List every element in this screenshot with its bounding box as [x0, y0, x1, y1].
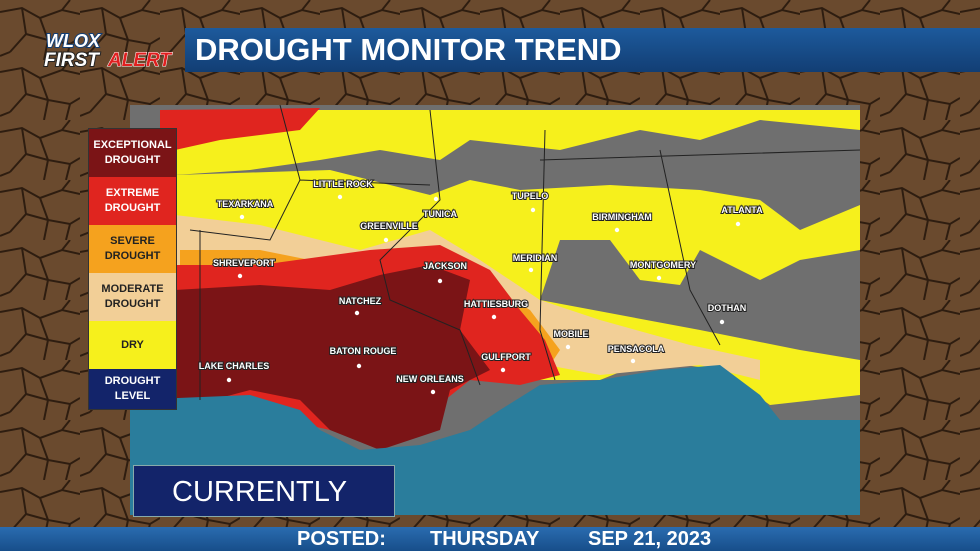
city-label: MOBILE — [554, 329, 589, 339]
city-label: LAKE CHARLES — [199, 361, 270, 371]
posted-day: THURSDAY — [430, 528, 540, 550]
legend-item: SEVERE DROUGHT — [89, 225, 176, 273]
city-dot — [383, 237, 389, 243]
city-dot — [337, 194, 343, 200]
legend: EXCEPTIONAL DROUGHT EXTREME DROUGHT SEVERE… — [88, 128, 177, 410]
logo-text: WLOX FIRST ALERT — [43, 30, 173, 72]
city-dot — [237, 273, 243, 279]
city-dot — [226, 377, 232, 383]
map — [130, 104, 861, 515]
city-label: DOTHAN — [708, 303, 747, 313]
city-dot — [433, 196, 439, 202]
city-labels: LITTLE ROCK TEXARKANA TUNICA TUPELO GREENVIL… — [198, 178, 764, 395]
legend-item: MODERATE DROUGHT — [89, 273, 176, 321]
city-label: LITTLE ROCK — [313, 179, 373, 189]
city-label: TUPELO — [512, 191, 549, 201]
legend-item: EXTREME DROUGHT — [89, 177, 176, 225]
city-dot — [437, 278, 443, 284]
city-label: MERIDIAN — [513, 253, 558, 263]
footer-bar: POSTED: THURSDAY SEP 21, 2023 — [0, 527, 980, 551]
logo-alert: ALERT — [107, 50, 172, 71]
city-label: PENSACOLA — [608, 344, 665, 354]
city-dot — [491, 314, 497, 320]
city-dot — [356, 363, 362, 369]
logo-brand: WLOX — [46, 31, 101, 51]
header-title: DROUGHT MONITOR TREND — [185, 28, 980, 72]
city-dot — [719, 319, 725, 325]
city-dot — [430, 389, 436, 395]
city-label: MONTGOMERY — [630, 260, 696, 270]
posted-label: POSTED: — [297, 528, 386, 550]
city-dot — [239, 214, 245, 220]
city-dot — [735, 221, 741, 227]
city-label: BATON ROUGE — [330, 346, 397, 356]
city-dot — [528, 267, 534, 273]
city-label: NEW ORLEANS — [396, 374, 464, 384]
city-dot — [614, 227, 620, 233]
city-label: GULFPORT — [481, 352, 531, 362]
city-dot — [565, 344, 571, 350]
city-label: ATLANTA — [721, 205, 763, 215]
legend-footer: DROUGHT LEVEL — [89, 369, 176, 409]
posted-date: SEP 21, 2023 — [588, 528, 712, 550]
city-dot — [530, 207, 536, 213]
city-label: BIRMINGHAM — [592, 212, 652, 222]
legend-item: DRY — [89, 321, 176, 369]
period-label: CURRENTLY — [133, 465, 395, 517]
city-dot — [656, 275, 662, 281]
city-dot — [630, 358, 636, 364]
city-dot — [500, 367, 506, 373]
city-label: GREENVILLE — [360, 221, 418, 231]
legend-item: EXCEPTIONAL DROUGHT — [89, 129, 176, 177]
city-label: TEXARKANA — [217, 199, 274, 209]
city-label: HATTIESBURG — [464, 299, 528, 309]
city-label: NATCHEZ — [339, 296, 382, 306]
city-label: JACKSON — [423, 261, 467, 271]
city-dot — [354, 310, 360, 316]
city-label: SHREVEPORT — [213, 258, 276, 268]
logo-first: FIRST — [44, 50, 100, 71]
city-label: TUNICA — [423, 209, 457, 219]
